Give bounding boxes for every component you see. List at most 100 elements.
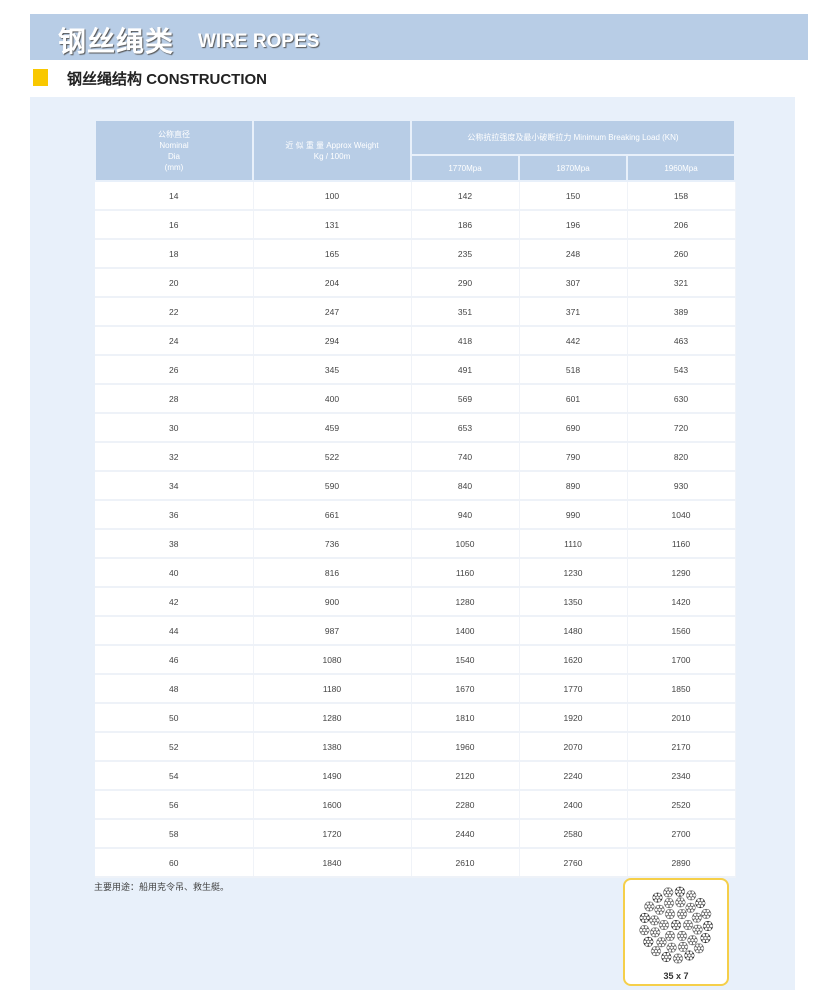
wire [675, 900, 679, 905]
wire [700, 936, 704, 940]
wire [653, 930, 657, 935]
wire [702, 909, 707, 913]
wire [649, 940, 654, 944]
wire [697, 930, 702, 935]
wire [671, 948, 676, 953]
wire [692, 935, 696, 940]
wire [646, 916, 650, 920]
wire [681, 936, 686, 941]
table-cell: 740 [411, 442, 520, 472]
table-cell: 890 [519, 471, 628, 501]
header-grade-1960: 1960Mpa [625, 154, 737, 182]
wire [644, 918, 649, 923]
wire [645, 928, 650, 932]
table-row: 50 1280 1810 1920 2010 [95, 703, 736, 733]
wire [659, 895, 663, 900]
table-cell: 736 [253, 529, 412, 559]
table-cell: 206 [627, 210, 736, 240]
wire [684, 920, 689, 924]
table-cell: 653 [411, 413, 520, 443]
section-marker-icon [33, 69, 48, 86]
wire [681, 909, 686, 914]
table-cell: 1040 [627, 500, 736, 530]
table-cell: 371 [519, 297, 628, 327]
table-row: 18 165 235 248 260 [95, 239, 736, 269]
table-cell: 26 [95, 355, 254, 385]
wire [657, 937, 662, 942]
table-cell: 1160 [627, 529, 736, 559]
wire [672, 956, 677, 961]
wire [707, 912, 712, 916]
rope-cross-section-figure: 35 x 7 [623, 878, 729, 986]
wire [690, 890, 695, 895]
table-cell: 1400 [411, 616, 520, 646]
wire [702, 924, 707, 928]
wire [677, 923, 682, 927]
wire [687, 953, 692, 958]
table-cell: 940 [411, 500, 520, 530]
wire [693, 946, 698, 951]
wire [677, 945, 682, 949]
table-cell: 42 [95, 587, 254, 617]
table-cell: 40 [95, 558, 254, 588]
table-cell: 543 [627, 355, 736, 385]
wire [704, 921, 709, 925]
wire [665, 923, 670, 927]
wire [651, 927, 656, 932]
wire [656, 905, 660, 909]
wire [685, 950, 690, 955]
rope-cross-section-icon [639, 886, 714, 964]
wire [679, 956, 684, 961]
wire [696, 898, 701, 903]
table-cell: 1230 [519, 558, 628, 588]
wire [681, 931, 686, 935]
wire [706, 936, 711, 940]
table-cell: 389 [627, 297, 736, 327]
table-cell: 2520 [627, 790, 736, 820]
wire [690, 953, 695, 958]
wire [644, 937, 649, 941]
wire [668, 904, 673, 908]
table-row: 24 294 418 442 463 [95, 326, 736, 356]
wire [680, 912, 684, 916]
wire [681, 945, 685, 949]
wire [700, 904, 704, 908]
table-cell: 158 [627, 181, 736, 211]
wire [693, 912, 698, 917]
wire [705, 933, 709, 938]
wire [678, 900, 683, 905]
table-cell: 2400 [519, 790, 628, 820]
wire [657, 892, 661, 897]
wire [676, 934, 681, 938]
table-cell: 1380 [253, 732, 412, 762]
wire [681, 915, 686, 919]
header-grade-1770: 1770Mpa [410, 154, 520, 182]
wire [681, 889, 686, 894]
table-row: 42 900 1280 1350 1420 [95, 587, 736, 617]
wire [668, 912, 672, 916]
wire [652, 918, 657, 923]
table-row: 36 661 940 990 1040 [95, 500, 736, 530]
wire [652, 895, 657, 900]
wire [684, 926, 689, 930]
table-row: 44 987 1400 1480 1560 [95, 616, 736, 646]
wire [706, 914, 710, 919]
table-cell: 1700 [627, 645, 736, 675]
table-cell: 1840 [253, 848, 412, 878]
wire [706, 909, 710, 913]
wire [679, 892, 684, 897]
wire [663, 890, 667, 895]
wire [654, 915, 658, 920]
table-cell: 30 [95, 413, 254, 443]
table-cell: 900 [253, 587, 412, 617]
wire [692, 941, 696, 945]
table-cell: 816 [253, 558, 412, 588]
table-cell: 150 [519, 181, 628, 211]
wire [680, 897, 684, 902]
wire [654, 898, 658, 903]
wire [680, 934, 684, 938]
table-cell: 52 [95, 732, 254, 762]
wire [659, 905, 663, 909]
table-cell: 247 [253, 297, 412, 327]
table-cell: 2580 [519, 819, 628, 849]
